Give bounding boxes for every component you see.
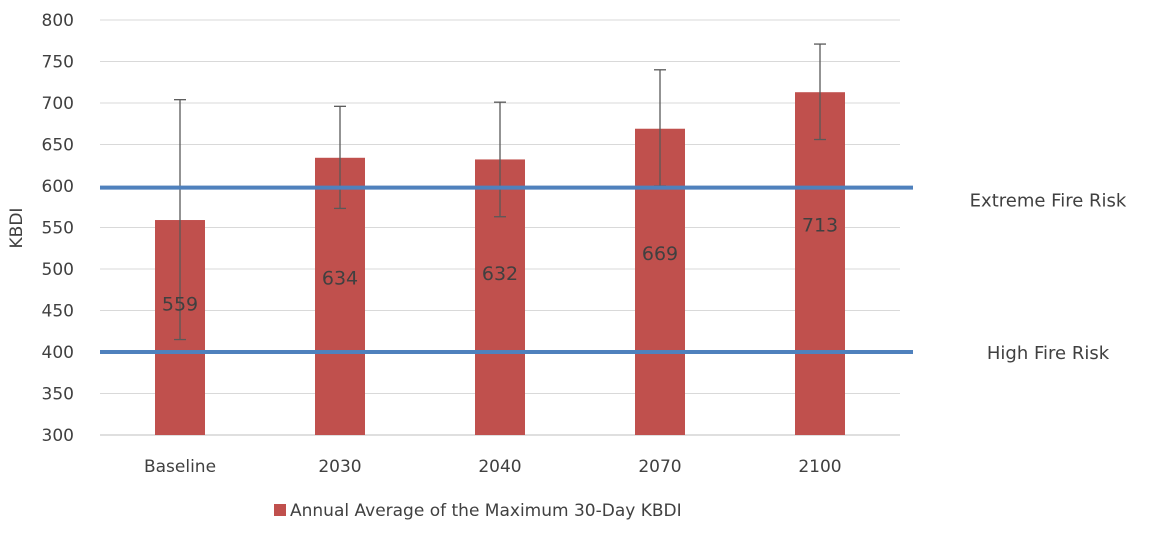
x-tick-label: 2070 [638, 457, 681, 477]
y-tick-label: 600 [42, 177, 74, 197]
reference-lines: Extreme Fire Risk High Fire Risk [100, 185, 1127, 364]
data-label: 634 [322, 267, 358, 289]
y-tick-label: 700 [42, 94, 74, 114]
y-tick-label: 800 [42, 11, 74, 31]
y-axis-tick-labels: 300 350 400 450 500 550 600 650 700 750 800 [42, 11, 74, 446]
legend-label: Annual Average of the Maximum 30-Day KBD… [290, 501, 682, 521]
reference-line-label: High Fire Risk [987, 343, 1110, 364]
legend: Annual Average of the Maximum 30-Day KBD… [274, 501, 682, 521]
reference-line-label: Extreme Fire Risk [970, 191, 1127, 212]
legend-swatch [274, 504, 286, 516]
y-tick-label: 750 [42, 53, 74, 73]
data-label: 632 [482, 263, 518, 285]
y-tick-label: 450 [42, 302, 74, 322]
data-label: 713 [802, 215, 838, 237]
y-tick-label: 300 [42, 426, 74, 446]
x-tick-label: 2100 [798, 457, 841, 477]
x-tick-label: Baseline [144, 457, 216, 477]
x-axis-tick-labels: Baseline 2030 2040 2070 2100 [144, 457, 842, 477]
data-labels: 559 634 632 669 713 [162, 215, 838, 316]
data-label: 669 [642, 243, 678, 265]
bar [795, 92, 845, 436]
y-tick-label: 650 [42, 136, 74, 156]
y-tick-label: 550 [42, 219, 74, 239]
x-tick-label: 2040 [478, 457, 521, 477]
y-tick-label: 500 [42, 260, 74, 280]
y-axis-title: KBDI [7, 208, 27, 249]
y-tick-label: 400 [42, 343, 74, 363]
y-tick-label: 350 [42, 385, 74, 405]
x-tick-label: 2030 [318, 457, 361, 477]
data-label: 559 [162, 294, 198, 316]
